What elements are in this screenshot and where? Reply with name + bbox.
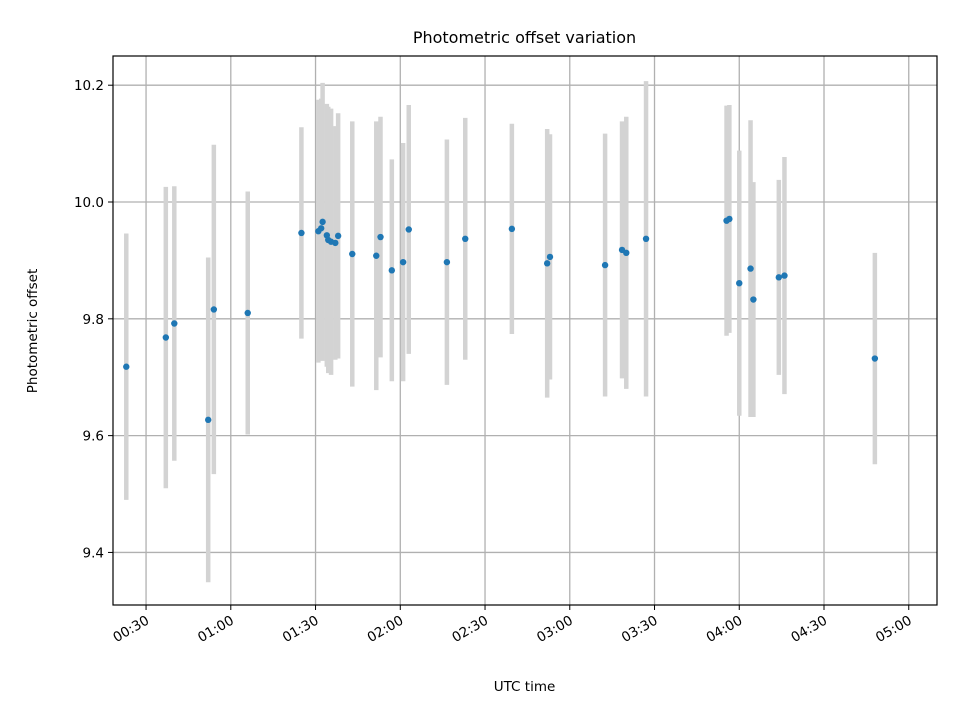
data-point bbox=[546, 253, 554, 261]
y-tick-label: 9.6 bbox=[83, 429, 104, 445]
x-tick-label: 01:00 bbox=[195, 613, 237, 646]
x-axis-label: UTC time bbox=[494, 679, 556, 695]
data-point bbox=[123, 363, 130, 370]
data-point bbox=[210, 306, 218, 313]
y-axis-ticks: 9.4 9.6 9.8 10.0 10.2 bbox=[74, 78, 113, 561]
data-point bbox=[332, 239, 339, 247]
y-tick-label: 10.2 bbox=[74, 78, 104, 94]
data-point bbox=[508, 225, 516, 233]
data-point bbox=[349, 250, 356, 258]
data-point bbox=[726, 215, 733, 223]
y-tick-label: 10.0 bbox=[74, 195, 104, 211]
data-point bbox=[388, 267, 396, 274]
plot-frame bbox=[112, 55, 938, 606]
data-point bbox=[775, 274, 783, 281]
data-point bbox=[462, 235, 469, 243]
data-point bbox=[623, 249, 630, 257]
data-markers bbox=[123, 215, 879, 424]
y-tick-label: 9.8 bbox=[83, 312, 104, 328]
data-point bbox=[871, 355, 879, 362]
data-point bbox=[642, 235, 650, 243]
chart-title: Photometric offset variation bbox=[413, 28, 636, 47]
x-tick-label: 01:30 bbox=[280, 613, 322, 646]
grid-lines bbox=[113, 56, 937, 605]
data-point bbox=[244, 309, 251, 317]
data-point bbox=[443, 258, 451, 266]
data-point bbox=[373, 252, 380, 259]
data-point bbox=[204, 416, 212, 424]
x-tick-label: 03:00 bbox=[534, 613, 576, 646]
data-point bbox=[377, 233, 384, 241]
data-point bbox=[736, 279, 743, 287]
data-point bbox=[162, 334, 170, 341]
x-tick-label: 04:00 bbox=[704, 613, 746, 646]
error-bars bbox=[124, 81, 878, 583]
x-tick-label: 04:30 bbox=[788, 613, 830, 646]
data-point bbox=[781, 272, 788, 279]
x-tick-label: 02:30 bbox=[449, 613, 491, 646]
x-tick-label: 02:00 bbox=[365, 613, 407, 646]
data-point bbox=[747, 265, 754, 272]
x-axis-ticks: 00:30 01:00 01:30 02:00 02:30 03:00 03:30 04:00… bbox=[110, 605, 915, 646]
x-tick-label: 05:00 bbox=[873, 613, 915, 646]
data-point bbox=[334, 232, 342, 240]
data-point bbox=[171, 320, 178, 327]
data-point bbox=[399, 258, 407, 266]
y-tick-label: 9.4 bbox=[83, 545, 104, 561]
data-point bbox=[298, 229, 305, 237]
data-point bbox=[319, 218, 326, 226]
data-point bbox=[543, 260, 551, 267]
data-point bbox=[750, 296, 757, 303]
x-tick-label: 00:30 bbox=[110, 613, 152, 646]
data-point bbox=[601, 261, 609, 269]
data-point bbox=[405, 226, 412, 233]
x-tick-label: 03:30 bbox=[619, 613, 661, 646]
data-point bbox=[317, 225, 325, 232]
y-axis-label: Photometric offset bbox=[25, 269, 41, 393]
